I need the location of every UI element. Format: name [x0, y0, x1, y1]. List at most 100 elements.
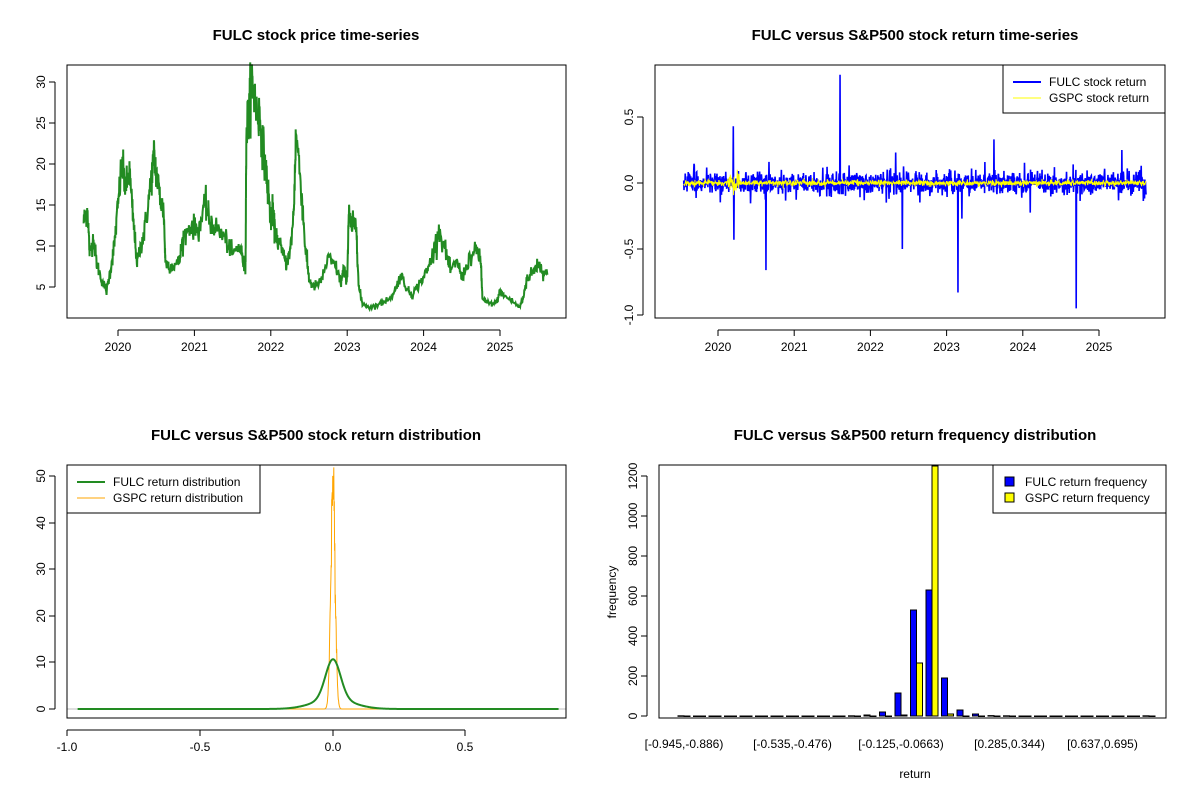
fulc-frequency-bar	[894, 692, 902, 717]
return-ts-x-tick-label: 2020	[705, 340, 732, 354]
fulc-frequency-bar	[677, 715, 685, 717]
fulc-frequency-bar	[801, 715, 809, 717]
histogram-legend	[992, 464, 1167, 514]
price-x-tick-label: 2022	[257, 340, 284, 354]
gspc-frequency-bar	[683, 715, 691, 717]
return-ts-x-tick-label: 2025	[1086, 340, 1113, 354]
density-y-tick-label: 40	[34, 516, 48, 530]
gspc-frequency-bar	[714, 715, 722, 717]
density-x-tick-label: -1.0	[57, 740, 78, 754]
histogram-x-label: return	[899, 767, 930, 781]
histogram-plot-box	[658, 464, 1167, 719]
gspc-frequency-bar	[900, 714, 908, 717]
histogram-chart-title: FULC versus S&P500 return frequency dist…	[734, 427, 1097, 444]
histogram-x-tick-label: [0.637,0.695)	[1067, 737, 1138, 751]
fulc-frequency-bar	[755, 715, 762, 717]
gspc-frequency-bar	[1055, 715, 1063, 717]
gspc-frequency-bar	[993, 715, 1001, 717]
fulc-frequency-bar	[832, 715, 840, 717]
histogram-y-label: frequency	[605, 566, 619, 619]
return-ts-y-tick-label: 0.5	[622, 108, 636, 125]
density-plot-box	[66, 464, 567, 719]
price-y-tick-label: 20	[34, 157, 48, 171]
density-y-tick-label: 10	[34, 655, 48, 669]
gspc-frequency-bar	[869, 715, 877, 717]
gspc-frequency-bar	[1117, 715, 1125, 717]
fulc-frequency-bar	[1049, 715, 1057, 717]
return-ts-plot-box	[654, 64, 1166, 319]
fulc-frequency-bar	[1127, 715, 1134, 717]
fulc-frequency-bar	[848, 715, 855, 717]
fulc-frequency-bar	[941, 677, 948, 717]
price-y-tick-label: 30	[34, 75, 48, 89]
histogram-x-tick-label: [-0.535,-0.476)	[753, 737, 832, 751]
price-y-tick-label: 10	[34, 239, 48, 253]
histogram-y-tick-label: 800	[626, 546, 640, 566]
fulc-frequency-bar	[879, 711, 886, 717]
return-ts-x-tick-label: 2024	[1009, 340, 1036, 354]
fulc-frequency-bar	[972, 713, 979, 717]
fulc-frequency-bar	[1018, 715, 1026, 717]
price-y-tick-label: 15	[34, 198, 48, 212]
fulc-frequency-bar	[770, 715, 778, 717]
fulc-frequency-bar	[1142, 715, 1150, 717]
density-y-tick-label: 0	[34, 705, 48, 712]
density-chart-title: FULC versus S&P500 stock return distribu…	[151, 427, 481, 444]
gspc-frequency-bar	[699, 715, 706, 717]
return-ts-y-tick-label: -1.0	[622, 304, 636, 325]
return-ts-x-tick-label: 2023	[933, 340, 960, 354]
gspc-frequency-bar	[823, 715, 830, 717]
histogram-legend-swatch	[1004, 492, 1015, 503]
gspc-frequency-bar	[885, 715, 892, 717]
histogram-legend-label: GSPC return frequency	[1025, 491, 1150, 505]
gspc-frequency-bar	[1148, 715, 1156, 717]
gspc-frequency-bar	[1009, 715, 1016, 717]
price-line	[82, 62, 549, 313]
return-ts-x-tick-label: 2021	[781, 340, 808, 354]
gspc-frequency-bar	[931, 465, 939, 717]
price-chart-title: FULC stock price time-series	[213, 27, 420, 44]
fulc-frequency-bar	[724, 715, 731, 717]
fulc-frequency-bar	[739, 715, 747, 717]
gspc-frequency-bar	[1040, 715, 1047, 717]
density-x-tick-label: 0.5	[457, 740, 474, 754]
gspc-frequency-bar	[792, 715, 799, 717]
fulc-frequency-bar	[956, 709, 964, 717]
density-y-tick-label: 20	[34, 609, 48, 623]
fulc-frequency-bar	[708, 715, 716, 717]
gspc-density-line	[279, 467, 386, 710]
density-legend	[66, 464, 261, 514]
gspc-frequency-bar	[916, 662, 923, 717]
gspc-frequency-bar	[761, 715, 768, 717]
fulc-frequency-bar	[693, 715, 700, 717]
price-x-tick-label: 2025	[487, 340, 514, 354]
gspc-frequency-bar	[854, 715, 861, 717]
price-y-tick-label: 5	[34, 283, 48, 290]
fulc-frequency-bar	[925, 589, 933, 717]
gspc-frequency-bar	[962, 715, 970, 717]
gspc-frequency-bar	[838, 715, 846, 717]
histogram-x-tick-label: [-0.125,-0.0663)	[858, 737, 943, 751]
price-x-tick-label: 2023	[334, 340, 361, 354]
fulc-return-line	[682, 74, 1147, 309]
gspc-frequency-bar	[776, 715, 784, 717]
gspc-frequency-bar	[1024, 715, 1032, 717]
fulc-frequency-bar	[1065, 715, 1072, 717]
return-ts-legend	[1002, 64, 1166, 114]
histogram-y-tick-label: 200	[626, 666, 640, 686]
histogram-x-tick-label: [0.285,0.344)	[974, 737, 1045, 751]
price-y-tick-label: 25	[34, 116, 48, 130]
histogram-y-tick-label: 600	[626, 586, 640, 606]
gspc-frequency-bar	[1133, 715, 1140, 717]
gspc-frequency-bar	[1102, 715, 1109, 717]
histogram-y-tick-label: 1200	[626, 462, 640, 489]
histogram-y-tick-label: 1000	[626, 502, 640, 529]
gspc-frequency-bar	[978, 715, 985, 717]
price-x-tick-label: 2021	[181, 340, 208, 354]
fulc-density-line	[77, 658, 559, 710]
price-x-tick-label: 2024	[410, 340, 437, 354]
histogram-legend-label: FULC return frequency	[1025, 475, 1147, 489]
price-x-tick-label: 2020	[105, 340, 132, 354]
density-x-tick-label: 0.0	[325, 740, 342, 754]
